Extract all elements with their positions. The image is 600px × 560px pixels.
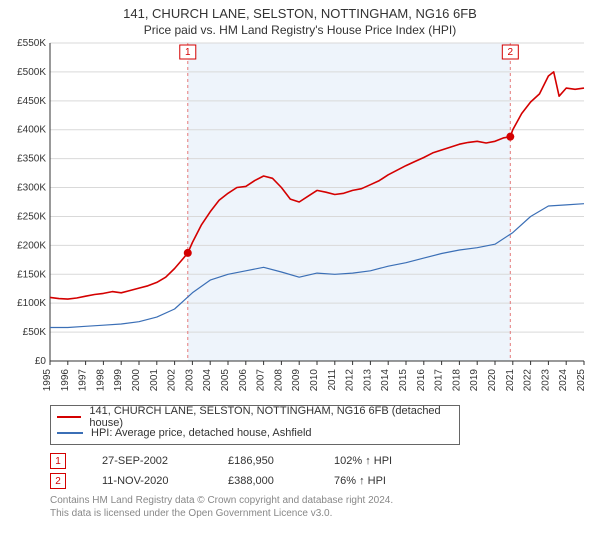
sales-row-price: £186,950 <box>228 455 298 467</box>
footer-line-1: Contains HM Land Registry data © Crown c… <box>50 495 592 508</box>
y-tick-label: £550K <box>17 39 46 49</box>
x-tick-label: 2022 <box>523 369 534 392</box>
shaded-band <box>188 43 511 361</box>
x-tick-label: 2025 <box>576 369 587 392</box>
y-tick-label: £0 <box>35 356 47 367</box>
x-tick-label: 2012 <box>345 369 356 392</box>
y-tick-label: £500K <box>17 67 46 78</box>
chart-svg: £0 £50K £100K £150K £200K £250K £300K £350K £400… <box>8 39 592 401</box>
y-tick-label: £150K <box>17 269 46 280</box>
x-tick-label: 1997 <box>78 369 89 392</box>
y-tick-label: £100K <box>17 298 46 309</box>
sales-row-date: 27-SEP-2002 <box>102 455 192 467</box>
titles: 141, CHURCH LANE, SELSTON, NOTTINGHAM, N… <box>8 6 592 39</box>
y-tick-label: £200K <box>17 240 46 251</box>
x-tick-label: 2024 <box>558 369 569 392</box>
x-tick-label: 1996 <box>60 369 71 392</box>
sales-row-price: £388,000 <box>228 475 298 487</box>
legend-label: HPI: Average price, detached house, Ashf… <box>91 427 312 439</box>
x-tick-label: 2006 <box>238 369 249 392</box>
x-tick-label: 1995 <box>42 369 53 392</box>
x-tick-label: 2007 <box>256 369 267 392</box>
x-tick-label: 2017 <box>434 369 445 392</box>
y-tick-label: £450K <box>17 96 46 107</box>
chart-title: 141, CHURCH LANE, SELSTON, NOTTINGHAM, N… <box>8 6 592 21</box>
sales-row: 2 11-NOV-2020 £388,000 76% ↑ HPI <box>50 471 592 491</box>
x-tick-label: 2005 <box>220 369 231 392</box>
x-tick-label: 2010 <box>309 369 320 392</box>
y-tick-label: £300K <box>17 183 46 194</box>
x-tick-label: 2018 <box>451 369 462 392</box>
sale-marker-badge-label: 2 <box>508 47 514 58</box>
x-tick-label: 2020 <box>487 369 498 392</box>
chart-container: 141, CHURCH LANE, SELSTON, NOTTINGHAM, N… <box>0 0 600 560</box>
x-tick-label: 1999 <box>113 369 124 392</box>
sales-row-date: 11-NOV-2020 <box>102 475 192 487</box>
sales-table: 1 27-SEP-2002 £186,950 102% ↑ HPI 2 11-NOV-20… <box>50 451 592 491</box>
x-tick-label: 2004 <box>202 369 213 392</box>
x-tick-label: 2003 <box>184 369 195 392</box>
x-tick-label: 2009 <box>291 369 302 392</box>
x-tick-label: 2002 <box>167 369 178 392</box>
y-tick-label: £250K <box>17 211 46 222</box>
chart-subtitle: Price paid vs. HM Land Registry's House … <box>8 23 592 37</box>
legend-item: 141, CHURCH LANE, SELSTON, NOTTINGHAM, N… <box>57 409 453 425</box>
y-tick-label: £50K <box>23 327 47 338</box>
legend-swatch <box>57 432 83 434</box>
x-tick-label: 1998 <box>95 369 106 392</box>
sales-row-badge: 1 <box>50 453 66 469</box>
x-tick-label: 2015 <box>398 369 409 392</box>
x-tick-label: 2008 <box>273 369 284 392</box>
sale-marker-badge-label: 1 <box>185 47 191 58</box>
x-tick-label: 2014 <box>380 369 391 392</box>
x-tick-label: 2000 <box>131 369 142 392</box>
sales-row-delta: 102% ↑ HPI <box>334 455 392 467</box>
legend: 141, CHURCH LANE, SELSTON, NOTTINGHAM, N… <box>50 405 460 445</box>
sale-marker-dot <box>184 249 192 257</box>
legend-swatch <box>57 416 81 418</box>
x-tick-label: 2001 <box>149 369 160 392</box>
footer-line-2: This data is licensed under the Open Gov… <box>50 508 592 521</box>
x-tick-label: 2019 <box>469 369 480 392</box>
x-tick-label: 2021 <box>505 369 516 392</box>
x-tick-label: 2011 <box>327 369 338 391</box>
sale-marker-dot <box>506 133 514 141</box>
y-tick-label: £350K <box>17 154 46 165</box>
x-tick-label: 2013 <box>362 369 373 392</box>
sales-row-delta: 76% ↑ HPI <box>334 475 386 487</box>
x-tick-label: 2016 <box>416 369 427 392</box>
sales-row: 1 27-SEP-2002 £186,950 102% ↑ HPI <box>50 451 592 471</box>
y-tick-label: £400K <box>17 125 46 136</box>
x-tick-label: 2023 <box>540 369 551 392</box>
chart-area: £0 £50K £100K £150K £200K £250K £300K £350K £400… <box>8 39 592 401</box>
legend-label: 141, CHURCH LANE, SELSTON, NOTTINGHAM, N… <box>89 405 453 429</box>
footer: Contains HM Land Registry data © Crown c… <box>50 495 592 520</box>
sales-row-badge: 2 <box>50 473 66 489</box>
